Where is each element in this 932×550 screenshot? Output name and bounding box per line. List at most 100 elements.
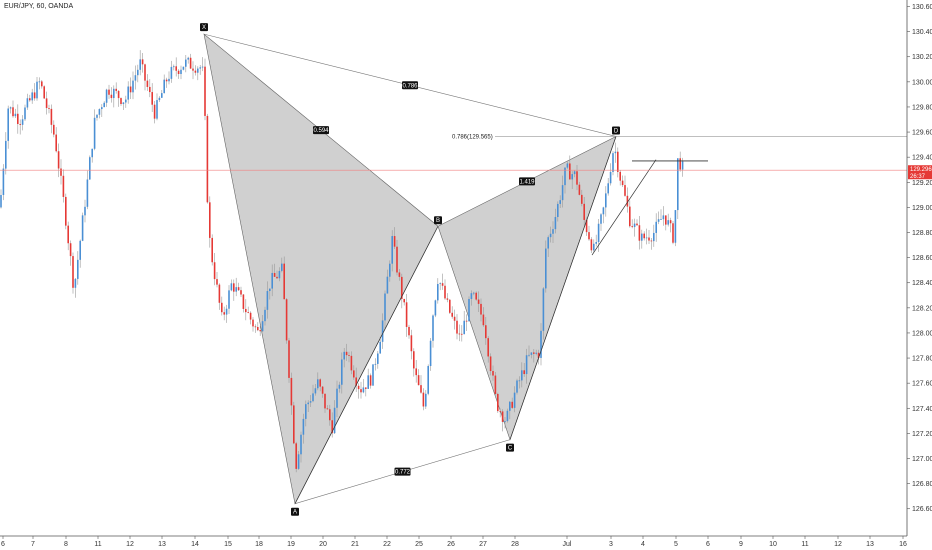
candle-body [55, 134, 57, 152]
candle-body [413, 351, 415, 369]
candle-body [309, 401, 312, 403]
y-tick-label: 127.800 [912, 356, 932, 363]
candle-body [653, 232, 655, 242]
candle-body [384, 293, 386, 321]
candle-body [314, 388, 317, 394]
candle-body [110, 94, 113, 99]
candle-body [669, 220, 672, 224]
x-tick-label: 13 [158, 541, 166, 548]
x-tick-label: 18 [255, 541, 263, 548]
candle-body [7, 108, 9, 141]
candle-body [549, 233, 552, 238]
candle-body [523, 370, 525, 375]
candle-body [576, 171, 578, 185]
candle-body [26, 98, 29, 108]
candle-body [134, 75, 137, 81]
candle-body [629, 206, 631, 227]
y-tick-label: 127.600 [912, 381, 932, 388]
ratio-label: 0.772 [395, 470, 411, 476]
candle-body [312, 393, 314, 402]
current-price-tag [908, 165, 932, 180]
candle-body [65, 196, 67, 226]
candle-body [643, 233, 645, 239]
point-badge-c [506, 443, 514, 452]
candle-body [245, 308, 247, 313]
candle-body [120, 98, 122, 105]
candle-body [319, 379, 321, 387]
candle-body [499, 411, 501, 412]
candle-body [477, 299, 480, 304]
candle-body [2, 168, 5, 195]
candle-body [633, 223, 636, 228]
candle-body [415, 368, 417, 376]
candle-body [492, 371, 494, 376]
candle-body [336, 388, 338, 408]
candle-body [175, 66, 177, 71]
candles [0, 50, 684, 473]
candle-body [381, 320, 384, 342]
candle-body [216, 279, 218, 285]
candle-body [389, 263, 391, 277]
candle-body [398, 272, 401, 277]
point-label-x: X [202, 25, 206, 31]
point-badge-x [200, 23, 208, 32]
candle-body [261, 321, 264, 332]
candle-body [266, 291, 269, 310]
candle-body [405, 302, 408, 327]
candle-body [173, 66, 175, 68]
ratio-label: 1.419 [519, 179, 535, 185]
candle-body [197, 68, 199, 73]
candle-body [465, 320, 468, 322]
ratio-badge [402, 81, 418, 90]
candle-body [269, 288, 271, 292]
candle-body [209, 202, 211, 238]
current-price-label: 129.296 [910, 167, 932, 173]
candle-body [276, 276, 278, 279]
line-a-b [294, 226, 439, 504]
candle-body [545, 248, 547, 289]
candle-body [513, 392, 516, 408]
candle-body [446, 298, 449, 300]
candle-body [372, 364, 374, 386]
candle-body [449, 299, 451, 313]
candle-body [74, 278, 77, 288]
y-tick-label: 130.600 [912, 4, 932, 11]
candle-body [468, 298, 470, 322]
candle-body [50, 108, 53, 125]
candle-body [151, 92, 153, 105]
candle-body [48, 108, 50, 109]
candle-body [257, 327, 259, 331]
candle-body [590, 239, 593, 251]
candle-body [501, 411, 504, 422]
candle-body [91, 148, 93, 158]
candle-body [146, 80, 149, 87]
candle-body [506, 410, 509, 422]
candle-body [348, 355, 350, 356]
candle-body [230, 283, 233, 291]
candle-body [521, 370, 523, 381]
candle-body [189, 57, 192, 69]
candle-body [379, 341, 381, 354]
y-tick-label: 128.600 [912, 255, 932, 262]
candle-body [434, 300, 437, 316]
candle-body [557, 203, 559, 218]
candle-body [600, 214, 602, 224]
point-badge-d [612, 126, 620, 135]
candle-body [377, 353, 379, 364]
candle-body [662, 215, 665, 220]
candle-body [317, 379, 319, 389]
candle-body [461, 333, 463, 335]
candle-body [29, 98, 31, 101]
candle-body [153, 104, 156, 119]
candle-body [170, 66, 173, 79]
candle-body [180, 69, 182, 74]
candle-body [554, 217, 557, 230]
candle-body [237, 287, 240, 291]
candle-body [273, 272, 276, 277]
candle-body [585, 219, 588, 233]
candle-body [441, 283, 444, 286]
x-tick-label: 6 [706, 541, 710, 548]
candle-body [573, 171, 576, 175]
candle-body [535, 352, 537, 354]
